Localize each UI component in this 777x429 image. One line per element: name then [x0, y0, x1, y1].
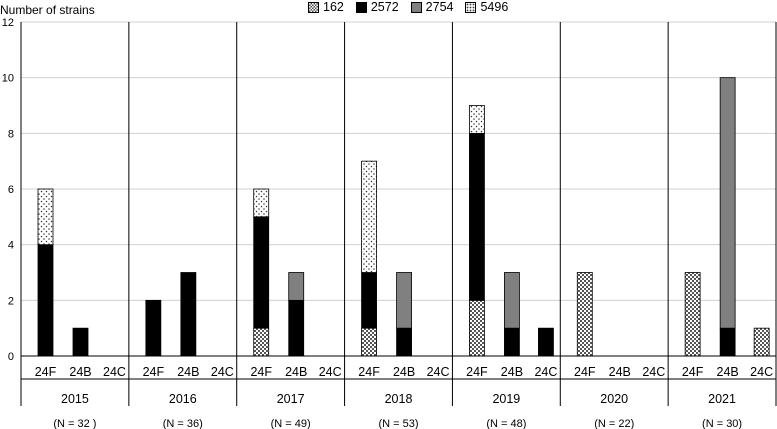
year-label: 2017: [277, 392, 305, 406]
y-axis-title: Number of strains: [0, 3, 95, 17]
bar-segment-5496: [37, 188, 54, 246]
category-label: 24F: [574, 365, 596, 379]
category-label: 24B: [501, 365, 523, 379]
legend-item-162: 162: [308, 0, 344, 14]
sample-size-label: (N = 49): [271, 418, 311, 429]
bar-segment-162: [753, 327, 770, 357]
legend-label: 2572: [370, 0, 399, 14]
category-label: 24C: [211, 365, 234, 379]
bar-segment-2572: [469, 132, 485, 301]
sample-size-label: (N = 53): [378, 418, 418, 429]
category-label: 24F: [35, 365, 57, 379]
y-tick-label: 8: [8, 128, 14, 140]
legend: 162 2572 2754 5496: [308, 0, 520, 14]
bar-segment-2754: [396, 272, 412, 329]
category-label: 24B: [609, 365, 631, 379]
legend-label: 5496: [480, 0, 509, 14]
y-tick-label: 10: [2, 73, 14, 85]
bar-segment-2572: [288, 299, 305, 357]
year-label: 2018: [385, 392, 413, 406]
category-label: 24B: [285, 365, 307, 379]
year-label: 2020: [600, 392, 628, 406]
legend-label: 2754: [425, 0, 454, 14]
category-label: 24F: [682, 365, 704, 379]
year-label: 2016: [169, 392, 197, 406]
legend-item-2572: 2572: [355, 0, 399, 14]
legend-item-2754: 2754: [410, 0, 454, 14]
category-label: 24B: [717, 365, 739, 379]
bar-segment-5496: [361, 160, 377, 273]
bar-segment-5496: [469, 105, 485, 134]
sample-size-label: (N = 30): [702, 418, 742, 429]
black-swatch-icon: [355, 1, 367, 13]
category-label: 24F: [250, 365, 272, 379]
sample-size-label: (N = 36): [163, 418, 203, 429]
checker-pattern-swatch-icon: [308, 1, 319, 13]
bar-segment-2572: [180, 272, 197, 357]
bar-segment-2754: [504, 272, 520, 329]
bar-segment-162: [684, 272, 701, 357]
y-tick-label: 12: [2, 17, 14, 29]
bar-segment-2572: [538, 327, 554, 357]
sample-size-label: (N = 32 ): [53, 418, 96, 429]
bar-segment-2572: [145, 299, 162, 357]
category-label: 24B: [393, 365, 415, 379]
y-tick-label: 0: [8, 351, 14, 363]
year-label: 2015: [61, 392, 89, 406]
year-label: 2019: [492, 392, 520, 406]
y-tick-label: 2: [8, 295, 14, 307]
bar-segment-2572: [396, 327, 412, 357]
bar-segment-2754: [288, 272, 305, 301]
bar-segment-2572: [253, 216, 270, 329]
bar-segment-2572: [504, 327, 520, 357]
bar-segment-162: [361, 327, 377, 357]
category-label: 24C: [103, 365, 126, 379]
bar-segment-2572: [719, 327, 736, 357]
category-label: 24F: [466, 365, 488, 379]
bar-segment-2754: [719, 77, 736, 329]
bar-segment-162: [253, 327, 270, 357]
category-label: 24F: [358, 365, 380, 379]
y-tick-label: 6: [8, 184, 14, 196]
category-label: 24C: [534, 365, 557, 379]
category-label: 24C: [319, 365, 342, 379]
legend-label: 162: [323, 0, 344, 14]
category-label: 24B: [69, 365, 91, 379]
category-label: 24F: [143, 365, 165, 379]
legend-item-5496: 5496: [465, 0, 508, 14]
category-label: 24C: [427, 365, 450, 379]
bar-segment-2572: [361, 272, 377, 329]
bar-segment-2572: [72, 327, 89, 357]
bar-segment-5496: [253, 188, 270, 218]
sample-size-label: (N = 22): [594, 418, 634, 429]
category-label: 24B: [177, 365, 199, 379]
category-label: 24C: [750, 365, 773, 379]
gray-swatch-icon: [410, 1, 422, 13]
sample-size-label: (N = 48): [486, 418, 526, 429]
y-tick-label: 4: [8, 240, 14, 252]
bar-segment-162: [576, 272, 593, 357]
bar-segment-2572: [37, 244, 54, 357]
dotted-pattern-swatch-icon: [465, 1, 477, 13]
year-label: 2021: [708, 392, 736, 406]
bar-segment-162: [469, 299, 485, 357]
category-label: 24C: [642, 365, 665, 379]
